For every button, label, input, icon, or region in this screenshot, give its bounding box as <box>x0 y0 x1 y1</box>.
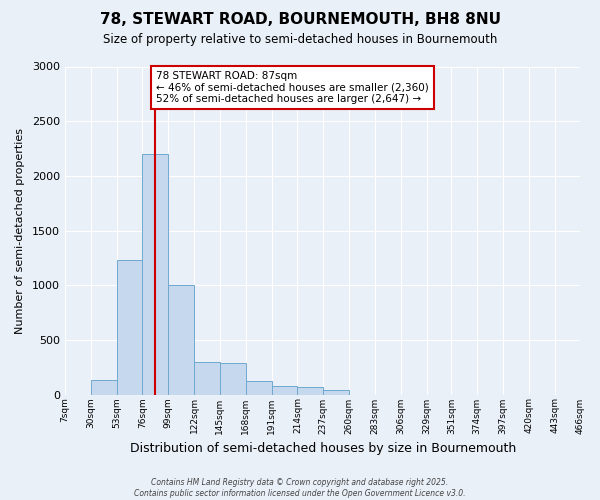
Bar <box>91 380 116 394</box>
Text: 78, STEWART ROAD, BOURNEMOUTH, BH8 8NU: 78, STEWART ROAD, BOURNEMOUTH, BH8 8NU <box>100 12 500 28</box>
Bar <box>246 382 272 394</box>
Bar <box>323 390 349 394</box>
Text: Size of property relative to semi-detached houses in Bournemouth: Size of property relative to semi-detach… <box>103 32 497 46</box>
Bar <box>194 362 220 394</box>
Bar <box>298 388 323 394</box>
Bar <box>220 363 246 394</box>
Text: 78 STEWART ROAD: 87sqm
← 46% of semi-detached houses are smaller (2,360)
52% of : 78 STEWART ROAD: 87sqm ← 46% of semi-det… <box>156 71 428 104</box>
Bar <box>168 285 194 395</box>
X-axis label: Distribution of semi-detached houses by size in Bournemouth: Distribution of semi-detached houses by … <box>130 442 516 455</box>
Bar <box>116 260 142 394</box>
Bar <box>142 154 168 394</box>
Y-axis label: Number of semi-detached properties: Number of semi-detached properties <box>15 128 25 334</box>
Bar <box>272 386 298 394</box>
Text: Contains HM Land Registry data © Crown copyright and database right 2025.
Contai: Contains HM Land Registry data © Crown c… <box>134 478 466 498</box>
